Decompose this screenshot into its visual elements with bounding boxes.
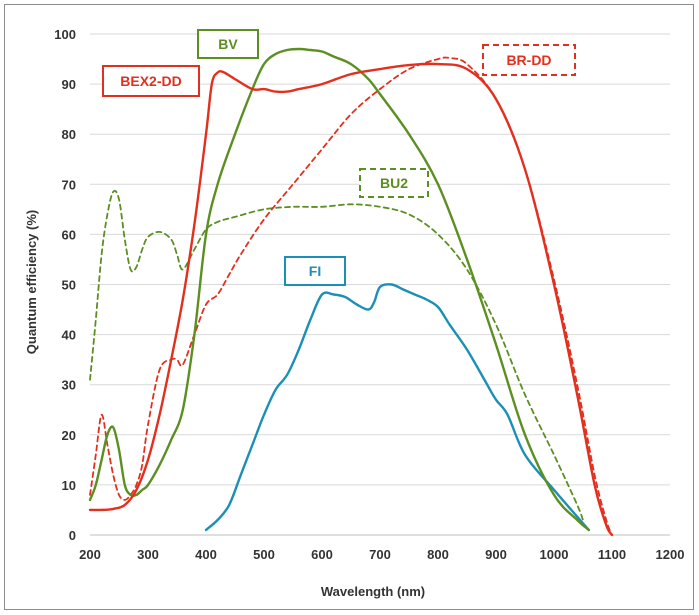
x-tick-label: 600 bbox=[311, 547, 333, 562]
y-tick-label: 60 bbox=[62, 227, 76, 242]
label-text: BU2 bbox=[380, 175, 408, 191]
x-tick-label: 200 bbox=[79, 547, 101, 562]
x-tick-label: 1100 bbox=[598, 547, 626, 562]
y-axis-title: Quantum efficiency (%) bbox=[24, 210, 39, 354]
y-tick-label: 40 bbox=[62, 328, 76, 343]
x-tick-label: 700 bbox=[369, 547, 391, 562]
label-br-dd: BR-DD bbox=[482, 44, 576, 76]
y-tick-label: 90 bbox=[62, 77, 76, 92]
x-tick-label: 800 bbox=[427, 547, 449, 562]
label-bu2: BU2 bbox=[359, 168, 429, 198]
label-fi: FI bbox=[284, 256, 346, 286]
x-tick-label: 300 bbox=[137, 547, 159, 562]
series-line-bex2-dd bbox=[88, 62, 614, 537]
label-text: FI bbox=[309, 263, 321, 279]
y-tick-label: 10 bbox=[62, 478, 76, 493]
label-text: BV bbox=[218, 36, 238, 52]
x-tick-label: 500 bbox=[253, 547, 275, 562]
series-line-br-dd bbox=[89, 56, 613, 536]
y-tick-label: 80 bbox=[62, 127, 76, 142]
y-tick-label: 100 bbox=[54, 27, 76, 42]
label-bv: BV bbox=[197, 29, 259, 59]
series-line-bv bbox=[88, 47, 590, 532]
label-box bbox=[482, 44, 576, 76]
y-tick-label: 0 bbox=[69, 528, 76, 543]
y-tick-label: 70 bbox=[62, 177, 76, 192]
label-box bbox=[102, 65, 200, 97]
series-line-fi bbox=[204, 283, 590, 532]
label-text: BR-DD bbox=[506, 52, 551, 68]
x-tick-label: 1000 bbox=[540, 547, 569, 562]
label-text: BEX2-DD bbox=[120, 73, 181, 89]
label-box bbox=[359, 168, 429, 198]
y-tick-label: 30 bbox=[62, 378, 76, 393]
series-lines bbox=[88, 47, 614, 537]
y-tick-label: 50 bbox=[62, 278, 76, 293]
series-line-bu2 bbox=[89, 189, 584, 521]
tick-labels: 0 10 20 30 40 50 60 70 80 90 100 200 300 400 500 600 700… bbox=[54, 27, 684, 562]
x-tick-label: 900 bbox=[485, 547, 507, 562]
x-tick-label: 400 bbox=[195, 547, 217, 562]
label-bex2-dd: BEX2-DD bbox=[102, 65, 200, 97]
y-tick-label: 20 bbox=[62, 428, 76, 443]
x-axis-title: Wavelength (nm) bbox=[321, 584, 425, 599]
label-box bbox=[284, 256, 346, 286]
label-box bbox=[197, 29, 259, 59]
x-tick-label: 1200 bbox=[656, 547, 685, 562]
series-labels: BV BEX2-DD BR-DD BU2 FI bbox=[102, 29, 576, 286]
